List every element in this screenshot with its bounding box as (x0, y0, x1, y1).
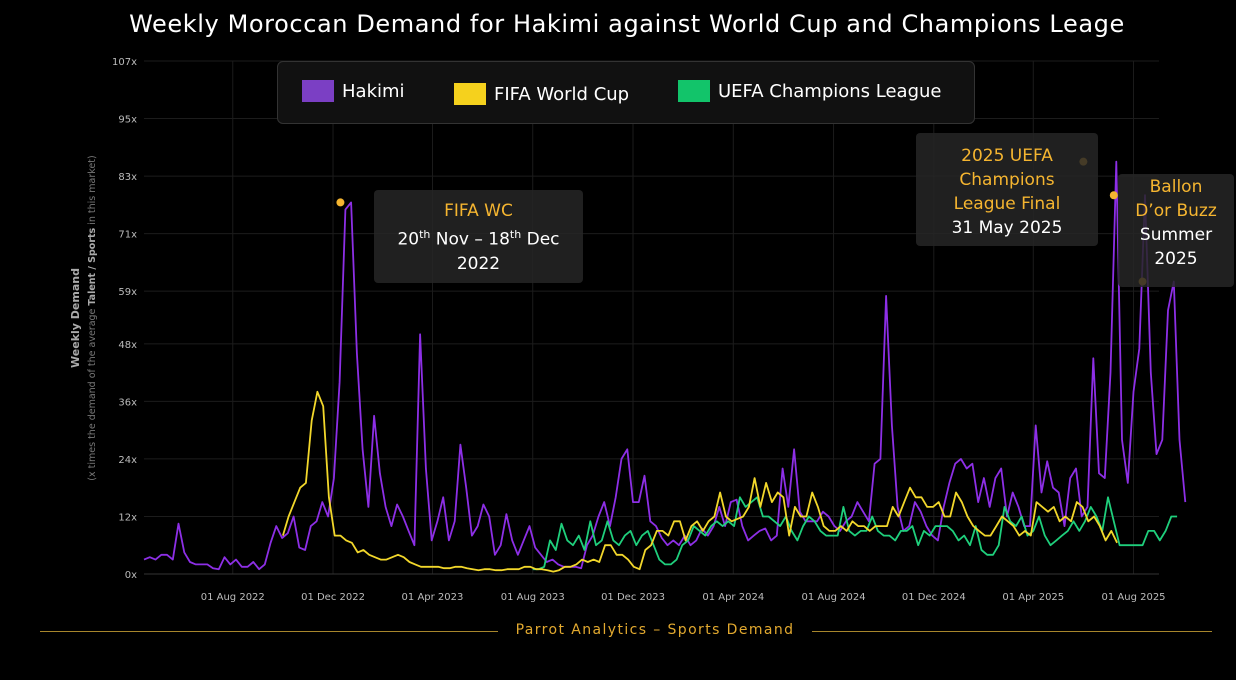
x-tick-label: 01 Dec 2023 (601, 592, 665, 603)
chart-title: Weekly Moroccan Demand for Hakimi agains… (129, 10, 1125, 38)
series-line-uefa-champions-league (532, 496, 1178, 571)
x-tick-label: 01 Apr 2025 (1002, 592, 1064, 603)
y-tick-label: 59x (118, 287, 137, 298)
annotation-world-cup: FIFA WC 20th Nov – 18th Dec 2022 (374, 190, 583, 283)
annotation-ballon-line2: D’or Buzz (1135, 201, 1217, 221)
x-tick-label: 01 Dec 2024 (902, 592, 966, 603)
x-tick-label: 01 Dec 2022 (301, 592, 365, 603)
annotation-ballon-line4: 2025 (1154, 249, 1198, 269)
legend-label-hakimi: Hakimi (342, 80, 405, 102)
x-tick-label: 01 Aug 2024 (802, 592, 866, 603)
series-line-fifa-world-cup (282, 390, 1118, 573)
annotation-world-cup-year: 2022 (456, 253, 501, 274)
annotation-ucl-final: 2025 UEFA Champions League Final 31 May … (916, 133, 1098, 246)
annotation-ballon-line1: Ballon (1149, 177, 1203, 197)
footer-rule-left (40, 631, 498, 632)
x-tick-label: 01 Apr 2024 (702, 592, 764, 603)
legend-swatch-hakimi (302, 80, 334, 102)
peak-marker (1109, 191, 1118, 200)
y-tick-label: 107x (112, 57, 137, 68)
y-tick-label: 36x (118, 397, 137, 408)
annotation-world-cup-title: FIFA WC (444, 201, 513, 221)
annotation-ucl-final-line3: League Final (953, 194, 1061, 214)
annotation-ucl-final-line2: Champions (959, 170, 1055, 190)
y-tick-label: 71x (118, 230, 137, 241)
annotation-ucl-final-line1: 2025 UEFA (961, 146, 1053, 166)
annotation-ucl-final-date: 31 May 2025 (951, 218, 1063, 238)
y-axis-label: Weekly Demand (69, 268, 82, 368)
legend-item-ucl[interactable]: UEFA Champions League (678, 80, 942, 102)
x-tick-label: 01 Aug 2022 (201, 592, 265, 603)
legend-swatch-ucl (678, 80, 710, 102)
legend-label-world-cup: FIFA World Cup (494, 83, 630, 105)
y-tick-label: 12x (118, 512, 137, 523)
footer-credit: Parrot Analytics – Sports Demand (515, 622, 795, 638)
footer-rule-right (812, 631, 1212, 632)
legend-label-ucl: UEFA Champions League (718, 80, 942, 102)
y-axis-sublabel: (x times the demand of the average Talen… (87, 155, 98, 480)
y-tick-label: 0x (125, 570, 137, 581)
y-tick-label: 83x (118, 172, 137, 183)
annotation-ballon-dor: Ballon D’or Buzz Summer 2025 (1118, 174, 1234, 287)
chart-legend: Hakimi FIFA World Cup UEFA Champions Lea… (277, 61, 975, 124)
y-tick-label: 24x (118, 455, 137, 466)
peak-marker (336, 198, 345, 207)
x-tick-label: 01 Aug 2025 (1101, 592, 1165, 603)
series-line-hakimi (143, 160, 1187, 571)
legend-item-world-cup[interactable]: FIFA World Cup (454, 83, 629, 105)
x-tick-label: 01 Apr 2023 (402, 592, 464, 603)
legend-item-hakimi[interactable]: Hakimi (302, 80, 405, 102)
legend-swatch-world-cup (454, 83, 486, 105)
annotation-ballon-line3: Summer (1139, 225, 1213, 245)
annotation-world-cup-dates: 20th Nov – 18th Dec (397, 228, 560, 250)
y-tick-label: 95x (118, 115, 137, 126)
x-tick-label: 01 Aug 2023 (501, 592, 565, 603)
y-tick-label: 48x (118, 340, 137, 351)
